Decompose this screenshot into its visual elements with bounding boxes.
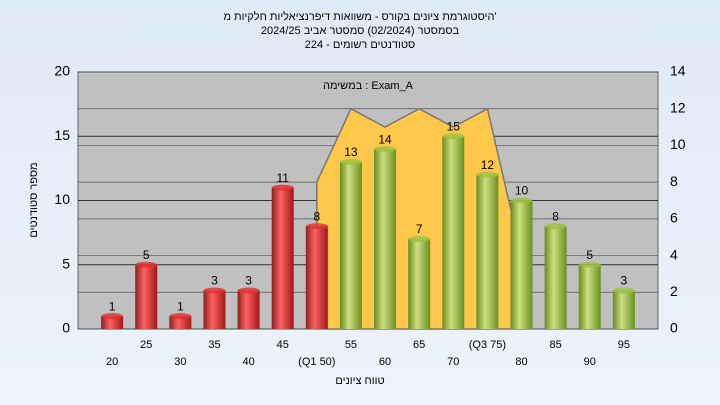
data-label: 3 [211,274,218,288]
bar [612,290,635,329]
bar [101,316,124,329]
x-tick-label: 70 [447,356,459,368]
data-label: 1 [109,299,116,313]
x-axis-label: טווח ציונים [335,375,384,387]
y2-tick-label: 8 [670,173,678,189]
data-label: 3 [245,274,252,288]
x-tick-label: (Q1 50) [298,356,335,368]
x-tick-label: 60 [379,356,391,368]
title-line: בסמסטר (02/2024) סמסטר אביב 2024/25 [261,25,460,37]
title-line: סטודנטים רשומים - 224 [305,39,416,51]
x-tick-label: 95 [618,339,630,351]
data-label: 3 [621,274,628,288]
bar-cap [101,313,124,320]
bar [476,174,499,329]
data-label: 12 [481,158,495,172]
data-label: 1 [177,299,184,313]
bar-cap [203,287,226,294]
bar-cap [408,236,431,243]
bar-cap [237,287,260,294]
y-axis-label: מספר סטודנטים [28,162,40,237]
y2-tick-label: 2 [670,283,678,299]
bar [544,226,567,329]
bar-cap [578,261,601,268]
y2-tick-label: 0 [670,320,678,336]
bar-cap [510,197,533,204]
y-tick-label: 15 [54,127,70,143]
data-label: 5 [143,248,150,262]
bar [578,264,601,329]
y2-tick-label: 6 [670,210,678,226]
bar [203,290,226,329]
bar [442,136,465,329]
data-label: 7 [416,222,423,236]
data-label: 15 [447,119,461,133]
y-tick-label: 5 [62,255,70,271]
x-tick-label: 25 [140,339,152,351]
x-tick-label: 85 [550,339,562,351]
bar-cap [374,146,397,153]
bar [305,226,328,329]
bar-cap [442,133,465,140]
bar-cap [305,223,328,230]
x-tick-label: 30 [174,356,186,368]
data-label: 5 [586,248,593,262]
y-tick-label: 0 [62,320,70,336]
data-label: 13 [344,145,358,159]
data-label: 10 [515,184,529,198]
x-tick-label: 90 [584,356,596,368]
y2-tick-label: 12 [670,99,686,115]
bar-cap [339,158,362,165]
x-tick-label: 40 [242,356,254,368]
bar [169,316,192,329]
x-tick-label: 80 [515,356,527,368]
x-tick-label: 55 [345,339,357,351]
bar-cap [169,313,192,320]
y2-tick-label: 4 [670,246,678,262]
annotation: במשימה : Exam_A [323,80,414,92]
y-tick-label: 10 [54,191,70,207]
bar [339,161,362,329]
x-tick-label: 20 [106,356,118,368]
bar-cap [544,223,567,230]
bar-cap [135,261,158,268]
data-label: 8 [313,209,320,223]
y2-tick-label: 14 [670,63,686,79]
bar-cap [476,171,499,178]
x-tick-label: 65 [413,339,425,351]
data-label: 14 [378,132,392,146]
bar-cap [271,184,294,191]
data-label: 8 [552,209,559,223]
bar [271,187,294,329]
x-tick-label: 35 [208,339,220,351]
bar-cap [612,287,635,294]
x-tick-label: 45 [277,339,289,351]
title-line: היסטוגרמת ציונים בקורס - משוואות דיפרנצי… [223,10,496,23]
bar [237,290,260,329]
bar [135,264,158,329]
bar [374,149,397,329]
bar [408,239,431,329]
x-tick-label: (Q3 75) [469,339,506,351]
y2-tick-label: 10 [670,136,686,152]
bar [510,200,533,329]
data-label: 11 [276,171,289,185]
y-tick-label: 20 [54,63,70,79]
